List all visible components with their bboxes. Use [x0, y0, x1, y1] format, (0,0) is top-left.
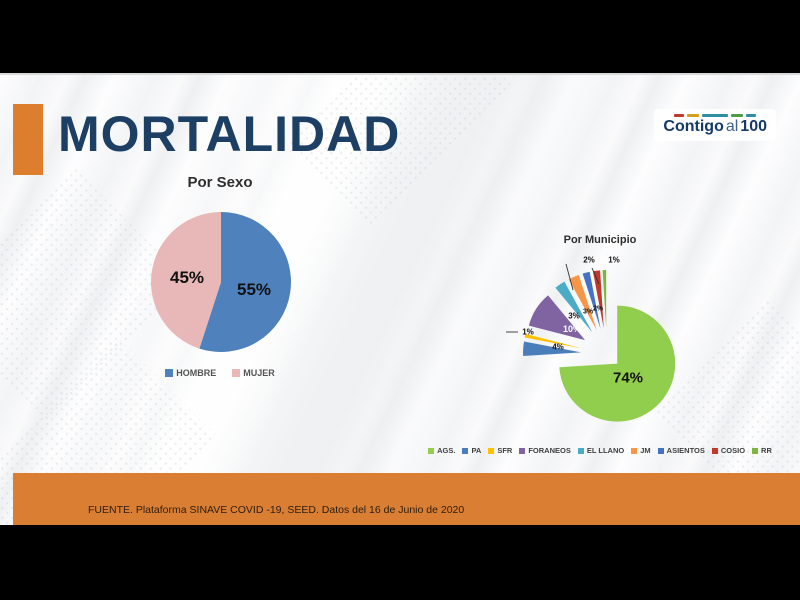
- logo-word-contigo: Contigo: [663, 118, 724, 135]
- pie-slice-sfr: [524, 333, 582, 349]
- letterbox-bottom: [0, 525, 800, 600]
- pie-slice-mujer: [151, 212, 221, 349]
- legend-por-sexo: HOMBRE MUJER: [120, 368, 320, 378]
- pie-chart-por-municipio: Por Municipio 74% 4% 1% 10% 3% 3% 2% 2% 1%: [480, 230, 730, 442]
- legend-swatch: [577, 447, 584, 454]
- legend-label: AGS.: [437, 446, 456, 455]
- data-label-pa: 4%: [552, 342, 564, 352]
- pie-slice-ags-: [559, 305, 676, 422]
- logo-dash: [674, 114, 685, 117]
- legend-item-jm: JM: [631, 446, 651, 455]
- logo-dash: [702, 114, 729, 117]
- data-label-jm: 3%: [582, 308, 594, 316]
- legend-label: SFR: [497, 446, 513, 455]
- pie-slice-cosio: [592, 270, 604, 329]
- legend-swatch: [428, 447, 435, 454]
- data-label-asientos: 2%: [592, 305, 604, 313]
- logo-dashes: [663, 114, 767, 117]
- legend-swatch: [519, 447, 526, 454]
- legend-swatch: [711, 447, 718, 454]
- legend-label: HOMBRE: [176, 368, 217, 378]
- data-label-rr: 1%: [608, 255, 620, 265]
- logo-word-100: 100: [740, 118, 767, 135]
- legend-swatch: [462, 447, 469, 454]
- legend-label: JM: [640, 446, 651, 455]
- legend-swatch: [657, 447, 664, 454]
- data-label-el-llano: 3%: [568, 311, 580, 321]
- contigo-al-100-logo: Contigo al 100: [654, 109, 776, 141]
- pie-slice-asientos: [582, 271, 601, 329]
- legend-item-cosio: COSIO: [711, 446, 746, 455]
- data-label-sfr: 1%: [522, 327, 534, 337]
- legend-swatch: [232, 369, 241, 377]
- pie-por-sexo-plot: 55% 45%: [120, 204, 320, 356]
- pie-slice-el-llano: [555, 281, 593, 333]
- logo-dash: [746, 114, 757, 117]
- legend-swatch: [165, 369, 174, 377]
- legend-label: EL LLANO: [586, 446, 625, 455]
- legend-item-sfr: SFR: [488, 446, 512, 455]
- legend-swatch: [752, 447, 759, 454]
- legend-label: MUJER: [243, 368, 275, 378]
- legend-item-rr: RR: [752, 446, 772, 455]
- legend-item-mujer: MUJER: [232, 368, 275, 378]
- footer-band: FUENTE. Plataforma SINAVE COVID -19, SEE…: [13, 473, 800, 525]
- chart-title-por-municipio: Por Municipio: [563, 234, 637, 246]
- pie-slice-pa: [523, 341, 582, 357]
- source-citation: FUENTE. Plataforma SINAVE COVID -19, SEE…: [88, 504, 465, 516]
- legend-item-foraneos: FORANEOS: [519, 446, 571, 455]
- legend-item-el-llano: EL LLANO: [577, 446, 625, 455]
- legend-item-hombre: HOMBRE: [165, 368, 216, 378]
- letterbox-top: [0, 0, 800, 73]
- chart-title-por-sexo: Por Sexo: [187, 174, 253, 191]
- label-leader-line: [591, 267, 600, 285]
- legend-label: RR: [761, 446, 772, 455]
- pie-slice-rr: [602, 270, 607, 329]
- legend-label: FORANEOS: [528, 446, 571, 455]
- legend-label: PA: [471, 446, 482, 455]
- data-label-foraneos: 10%: [562, 324, 582, 334]
- legend-label: ASIENTOS: [666, 446, 705, 455]
- slide-canvas: MORTALIDAD Contigo al 100 Por Sexo 55% 45% …: [0, 73, 800, 527]
- logo-wordmark: Contigo al 100: [663, 119, 767, 135]
- pie-slice-foraneos: [528, 295, 586, 341]
- logo-word-al: al: [725, 118, 739, 135]
- legend-item-ags-: AGS.: [428, 446, 455, 455]
- data-label-mujer: 45%: [169, 268, 205, 287]
- pie-chart-por-sexo: Por Sexo 55% 45%: [120, 174, 320, 464]
- title-accent-bar: [13, 104, 43, 175]
- legend-item-pa: PA: [462, 446, 481, 455]
- legend-item-asientos: ASIENTOS: [657, 446, 705, 455]
- data-label-ags-: 74%: [612, 369, 644, 387]
- logo-dash: [687, 114, 700, 117]
- legend-swatch: [488, 447, 495, 454]
- legend-por-municipio: AGS. PA SFR FORANEOS EL LLANO JM ASIENTOS COSIO…: [420, 446, 780, 455]
- page-title: MORTALIDAD: [58, 106, 401, 162]
- data-label-cosio: 2%: [583, 255, 595, 265]
- pie-slice-hombre: [199, 212, 292, 352]
- pie-slice-jm: [568, 274, 597, 331]
- logo-dash: [731, 114, 744, 117]
- legend-label: COSIO: [720, 446, 746, 455]
- label-leader-line: [565, 263, 574, 291]
- data-label-hombre: 55%: [236, 280, 272, 299]
- legend-swatch: [631, 447, 638, 454]
